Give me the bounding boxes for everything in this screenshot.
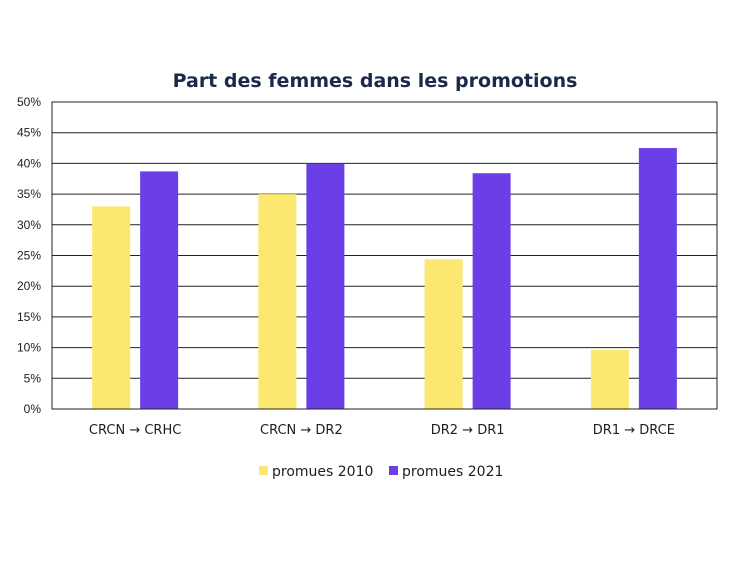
- chart-title: Part des femmes dans les promotions: [173, 70, 578, 92]
- legend-label: promues 2010: [272, 464, 373, 480]
- plot-frame: [51, 101, 718, 410]
- y-tick-label: 45%: [17, 126, 41, 140]
- x-axis-categories: CRCN → CRHC CRCN → DR2 DR2 → DR1 DR1 → DRCE: [89, 423, 675, 438]
- legend: promues 2010 promues 2021: [259, 464, 503, 480]
- y-tick-label: 20%: [17, 279, 41, 293]
- bar-2021-2: [472, 173, 511, 409]
- y-tick-label: 40%: [17, 156, 41, 170]
- x-category-label: DR1 → DRCE: [593, 423, 675, 438]
- bar-2010-2: [424, 259, 463, 409]
- y-tick-label: 25%: [17, 249, 41, 263]
- bar-2010-0: [92, 206, 131, 409]
- legend-item: promues 2021: [389, 464, 503, 480]
- legend-label: promues 2021: [402, 464, 503, 480]
- bars: [92, 148, 677, 410]
- bar-2021-0: [140, 171, 179, 409]
- y-tick-label: 5%: [24, 371, 42, 385]
- x-category-label: CRCN → DR2: [260, 423, 343, 438]
- y-tick-label: 35%: [17, 187, 41, 201]
- bar-2021-1: [306, 164, 345, 409]
- y-axis-ticks: 0% 5% 10% 15% 20% 25% 30% 35% 40% 45% 50%: [17, 95, 41, 416]
- y-tick-label: 10%: [17, 341, 41, 355]
- y-tick-label: 50%: [17, 95, 41, 109]
- y-tick-label: 15%: [17, 310, 41, 324]
- y-tick-label: 30%: [17, 218, 41, 232]
- bar-2021-3: [638, 148, 677, 410]
- y-tick-label: 0%: [24, 402, 42, 416]
- legend-swatch: [259, 466, 268, 475]
- bar-2010-1: [258, 194, 297, 409]
- x-category-label: CRCN → CRHC: [89, 423, 181, 438]
- legend-item: promues 2010: [259, 464, 373, 480]
- legend-swatch: [389, 466, 398, 475]
- bar-2010-3: [590, 350, 629, 409]
- x-category-label: DR2 → DR1: [431, 423, 505, 438]
